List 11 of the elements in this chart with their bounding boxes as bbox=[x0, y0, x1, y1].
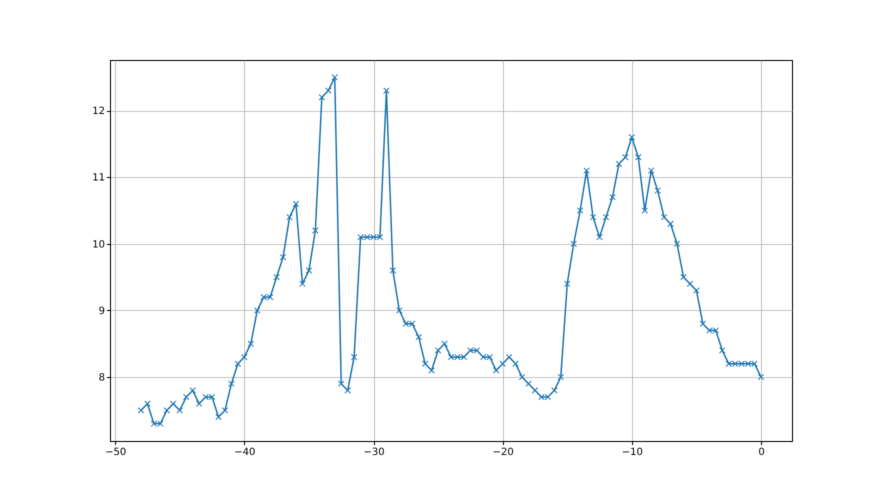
y-tick-label: 12 bbox=[92, 106, 105, 118]
x-tick-label: 0 bbox=[758, 447, 765, 458]
x-tick-label: −10 bbox=[622, 447, 643, 458]
y-tick-label: 8 bbox=[98, 372, 105, 384]
y-tick-label: 10 bbox=[92, 239, 105, 250]
x-tick-label: −30 bbox=[363, 447, 385, 458]
x-tick-label: −40 bbox=[234, 447, 256, 458]
x-tick-label: −50 bbox=[105, 447, 126, 458]
y-tick-label: 9 bbox=[98, 306, 105, 317]
y-tick-label: 11 bbox=[92, 172, 105, 184]
x-tick-label: −20 bbox=[492, 447, 514, 458]
